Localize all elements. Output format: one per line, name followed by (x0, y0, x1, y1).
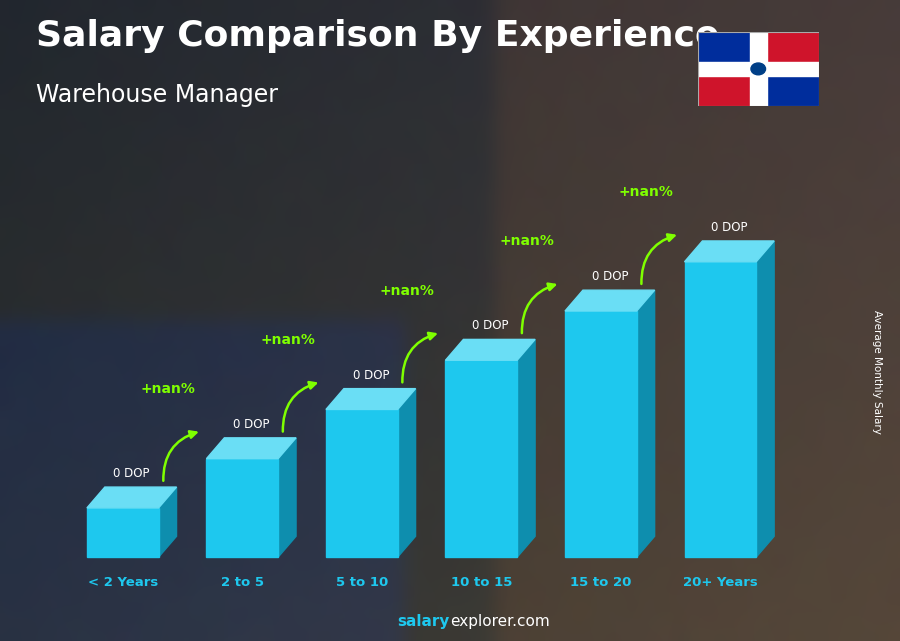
Text: Warehouse Manager: Warehouse Manager (36, 83, 278, 107)
Text: Average Monthly Salary: Average Monthly Salary (872, 310, 883, 434)
Text: +nan%: +nan% (140, 382, 195, 396)
Bar (698, 32, 758, 69)
Circle shape (751, 63, 766, 75)
Text: 10 to 15: 10 to 15 (451, 576, 512, 589)
Text: 2 to 5: 2 to 5 (220, 576, 264, 589)
Polygon shape (446, 360, 518, 557)
Bar (698, 69, 758, 106)
Polygon shape (87, 508, 158, 557)
Text: 0 DOP: 0 DOP (711, 221, 748, 234)
Text: +nan%: +nan% (380, 284, 435, 297)
Polygon shape (685, 262, 756, 557)
Text: 20+ Years: 20+ Years (683, 576, 758, 589)
Text: +nan%: +nan% (500, 235, 554, 249)
Polygon shape (565, 311, 636, 557)
Polygon shape (326, 410, 398, 557)
Polygon shape (87, 487, 176, 508)
Text: 0 DOP: 0 DOP (233, 418, 269, 431)
Text: 15 to 20: 15 to 20 (571, 576, 632, 589)
Bar (698, 62, 819, 76)
Polygon shape (326, 388, 416, 410)
Polygon shape (685, 241, 774, 262)
Bar (750, 32, 767, 106)
Text: 0 DOP: 0 DOP (353, 369, 389, 381)
Text: explorer.com: explorer.com (450, 615, 550, 629)
Text: +nan%: +nan% (260, 333, 315, 347)
Text: < 2 Years: < 2 Years (87, 576, 158, 589)
Text: salary: salary (398, 615, 450, 629)
Bar (758, 32, 819, 69)
Circle shape (749, 61, 768, 77)
Polygon shape (446, 339, 536, 360)
Bar (758, 69, 819, 106)
Text: 5 to 10: 5 to 10 (336, 576, 388, 589)
Polygon shape (158, 487, 176, 557)
Text: +nan%: +nan% (619, 185, 674, 199)
Polygon shape (278, 438, 296, 557)
Text: Salary Comparison By Experience: Salary Comparison By Experience (36, 19, 719, 53)
Polygon shape (756, 241, 774, 557)
Polygon shape (206, 459, 278, 557)
Text: 0 DOP: 0 DOP (591, 271, 628, 283)
Text: 0 DOP: 0 DOP (472, 319, 508, 333)
Polygon shape (518, 339, 536, 557)
Polygon shape (636, 290, 654, 557)
Polygon shape (565, 290, 654, 311)
Polygon shape (398, 388, 416, 557)
Text: 0 DOP: 0 DOP (113, 467, 150, 480)
Polygon shape (206, 438, 296, 459)
